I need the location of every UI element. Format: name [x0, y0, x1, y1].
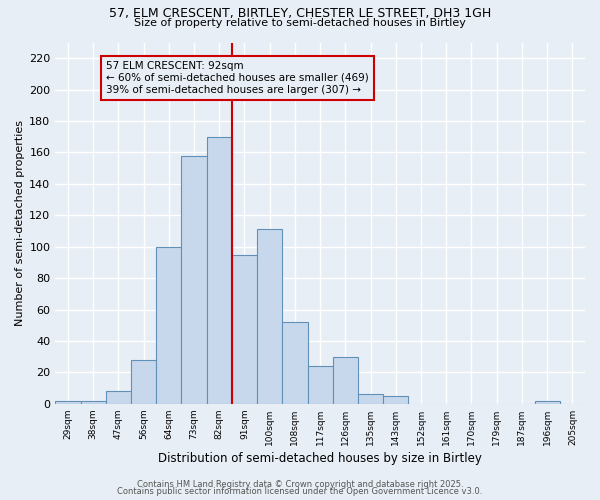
- Bar: [308, 366, 333, 404]
- Bar: [131, 360, 156, 404]
- Bar: [535, 400, 560, 404]
- Text: Contains public sector information licensed under the Open Government Licence v3: Contains public sector information licen…: [118, 487, 482, 496]
- Y-axis label: Number of semi-detached properties: Number of semi-detached properties: [15, 120, 25, 326]
- Bar: [106, 392, 131, 404]
- Bar: [80, 400, 106, 404]
- Text: 57, ELM CRESCENT, BIRTLEY, CHESTER LE STREET, DH3 1GH: 57, ELM CRESCENT, BIRTLEY, CHESTER LE ST…: [109, 8, 491, 20]
- X-axis label: Distribution of semi-detached houses by size in Birtley: Distribution of semi-detached houses by …: [158, 452, 482, 465]
- Text: Contains HM Land Registry data © Crown copyright and database right 2025.: Contains HM Land Registry data © Crown c…: [137, 480, 463, 489]
- Bar: [232, 254, 257, 404]
- Bar: [156, 246, 181, 404]
- Bar: [333, 356, 358, 404]
- Text: 57 ELM CRESCENT: 92sqm
← 60% of semi-detached houses are smaller (469)
39% of se: 57 ELM CRESCENT: 92sqm ← 60% of semi-det…: [106, 62, 368, 94]
- Bar: [181, 156, 206, 404]
- Bar: [257, 230, 283, 404]
- Bar: [358, 394, 383, 404]
- Bar: [383, 396, 409, 404]
- Bar: [55, 400, 80, 404]
- Bar: [206, 137, 232, 404]
- Bar: [283, 322, 308, 404]
- Text: Size of property relative to semi-detached houses in Birtley: Size of property relative to semi-detach…: [134, 18, 466, 28]
